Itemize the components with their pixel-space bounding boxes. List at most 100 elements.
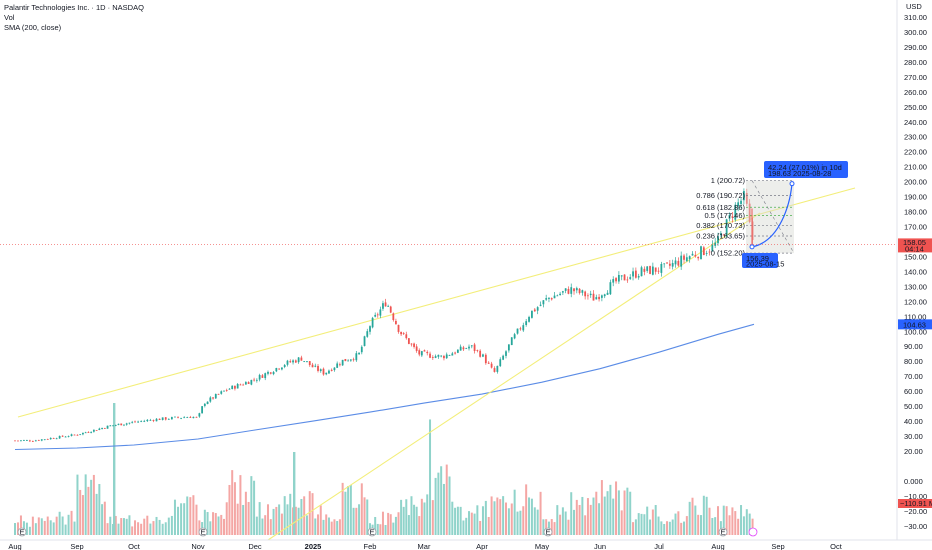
channel-lower-line[interactable]: [267, 212, 761, 541]
candle-body: [420, 351, 423, 356]
volume-bar: [595, 491, 598, 535]
volume-bar: [149, 523, 152, 535]
candle-body: [264, 373, 267, 379]
price-tick-label: 60.00: [904, 387, 923, 396]
candle-body: [567, 288, 570, 294]
volume-bar: [167, 517, 170, 535]
earnings-marker-icon[interactable]: [367, 527, 377, 537]
volume-bar: [122, 518, 125, 535]
candle-body: [719, 233, 722, 236]
price-tick-label: 140.00: [904, 267, 927, 276]
volume-bar: [247, 501, 250, 535]
volume-bar: [161, 523, 164, 535]
candle-body: [247, 382, 250, 384]
earnings-marker-icon[interactable]: [718, 527, 728, 537]
volume-bar: [317, 514, 320, 535]
candle-body: [629, 277, 632, 279]
candle-body: [484, 354, 487, 364]
volume-bar: [206, 512, 209, 535]
candle-body: [223, 390, 225, 392]
volume-bar: [516, 511, 519, 535]
trend-channel[interactable]: [17, 187, 856, 541]
volume-bar: [426, 494, 429, 535]
volume-bar: [300, 498, 303, 535]
volume-bar: [14, 523, 16, 535]
volume-bar: [109, 516, 112, 535]
projection-start-point[interactable]: [749, 244, 755, 250]
sma-200-line: [14, 323, 755, 451]
volume-bar: [525, 484, 528, 535]
earnings-marker-icon[interactable]: [17, 527, 27, 537]
candle-body: [476, 350, 479, 351]
candle-body: [623, 274, 626, 281]
volume-bar: [387, 512, 390, 535]
volume-bar: [423, 502, 426, 535]
sma-legend: SMA (200, close): [4, 23, 62, 32]
candle-body: [143, 420, 146, 422]
price-tick-label: 120.00: [904, 297, 927, 306]
volume-bar: [225, 502, 228, 535]
candle-body: [395, 320, 397, 325]
candle-body: [231, 385, 234, 390]
candle-body: [651, 266, 654, 275]
currency-label: USD: [906, 2, 922, 11]
volume-bar: [180, 503, 183, 535]
candle-body: [556, 295, 559, 297]
volume-bar: [258, 502, 261, 535]
channel-upper-line[interactable]: [17, 187, 856, 418]
earnings-marker-icon[interactable]: [543, 527, 553, 537]
candle-body: [400, 331, 403, 335]
volume-bar: [459, 506, 462, 535]
volume-bar: [137, 522, 140, 535]
volume-bar: [272, 508, 275, 535]
volume-bar: [429, 419, 432, 535]
price-tick-label: 150.00: [904, 252, 927, 261]
volume-bar: [737, 518, 740, 535]
price-tick-label: 190.00: [904, 193, 927, 202]
volume-bar: [513, 489, 516, 535]
candle-body: [55, 438, 58, 440]
earnings-marker-icon[interactable]: [198, 527, 208, 537]
volume-bar: [158, 519, 161, 535]
volume-bar: [561, 507, 564, 535]
volume-bar: [528, 497, 531, 535]
volume-badge: [898, 499, 932, 508]
candle-body: [134, 421, 136, 423]
fib-level-label: 0.786 (190.72): [696, 191, 745, 200]
volume-bar: [609, 484, 612, 535]
fib-retracement[interactable]: 1 (200.72)0.786 (190.72)0.618 (182.86)0.…: [696, 176, 795, 258]
projection-end-point[interactable]: [789, 181, 795, 187]
candle-body: [581, 290, 584, 293]
volume-bar: [152, 521, 155, 535]
price-tick-label: 290.00: [904, 43, 927, 52]
candle-body: [294, 360, 297, 363]
candle-body: [92, 429, 95, 432]
volume-bar-spike: [113, 403, 116, 535]
candle-body: [189, 417, 192, 418]
price-tick-label: 40.00: [904, 417, 923, 426]
candle-body: [487, 362, 490, 364]
volume-bar: [617, 490, 620, 535]
sma-price-value: 104.63: [903, 320, 926, 329]
volume-bar: [31, 516, 34, 535]
volume-bar: [668, 521, 671, 535]
volume-bar: [319, 505, 322, 535]
volume-bar: [189, 497, 192, 535]
symbol-title: Palantir Technologies Inc. · 1D · NASDAQ: [4, 3, 144, 12]
candle-body: [387, 305, 390, 307]
candle-body: [587, 295, 589, 297]
volume-bar: [717, 506, 719, 535]
volume-bar: [589, 504, 592, 535]
candle-body: [640, 267, 643, 277]
volume-bar: [740, 505, 743, 535]
candle-body: [550, 298, 553, 300]
candle-body: [539, 304, 542, 306]
event-flash-icon[interactable]: [748, 527, 758, 537]
earnings-marker-label: E: [200, 528, 205, 537]
volume-bar: [336, 521, 339, 535]
candle-body: [363, 336, 366, 346]
volume-bar: [654, 505, 657, 535]
